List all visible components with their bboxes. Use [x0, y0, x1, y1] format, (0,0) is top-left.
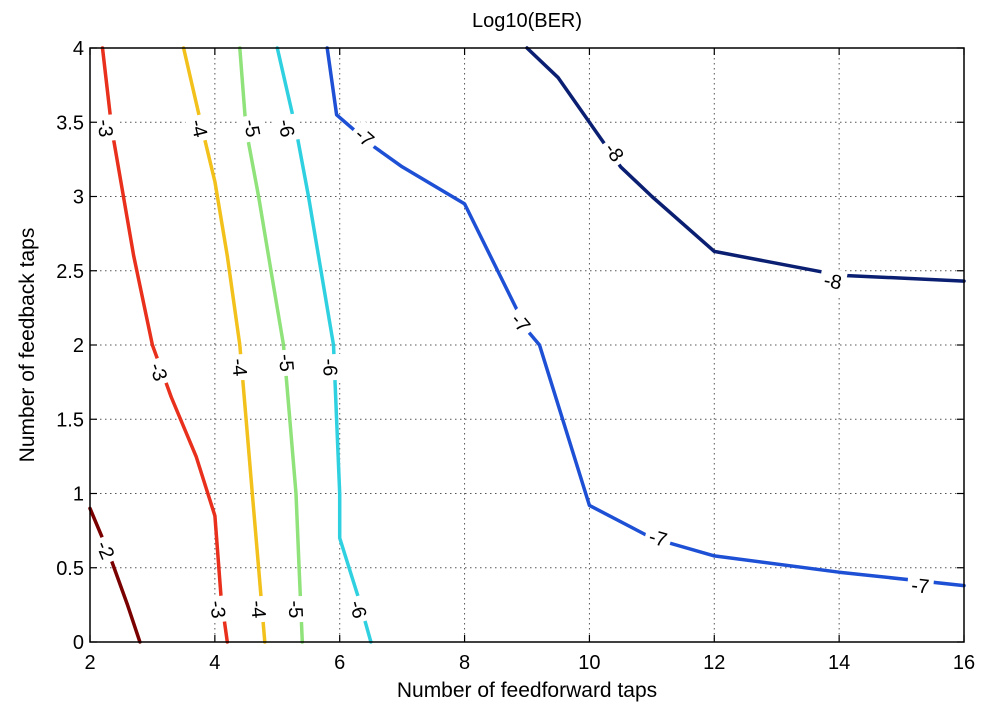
contour-label: -6 — [273, 118, 298, 140]
contour-label-background — [204, 594, 232, 624]
y-tick-label: 0.5 — [56, 558, 84, 580]
contour-label-background — [143, 355, 175, 388]
contour-label: -4 — [227, 358, 250, 378]
x-tick-label: 16 — [953, 652, 975, 674]
contour-label: -3 — [205, 599, 229, 620]
y-axis-ticks: 0 0.5 1 1.5 2 2.5 3 3.5 4 — [56, 38, 964, 654]
x-tick-label: 2 — [84, 652, 95, 674]
contour-label-background — [817, 266, 848, 296]
contour-label-background — [272, 113, 301, 144]
y-tick-label: 3 — [73, 187, 84, 209]
x-tick-label: 14 — [828, 652, 850, 674]
x-tick-label: 10 — [578, 652, 600, 674]
contour-label: -8 — [822, 270, 844, 295]
contour-line-level-minus-7 — [325, 46, 966, 588]
y-tick-label: 0 — [73, 632, 84, 654]
contour-label-background — [642, 522, 674, 554]
x-tick-label: 4 — [209, 652, 220, 674]
x-axis-title: Number of feedforward taps — [397, 679, 657, 702]
contour-label: -3 — [93, 118, 117, 138]
contour-label-background — [317, 353, 343, 381]
contour-lines — [88, 46, 966, 644]
y-tick-label: 1 — [73, 484, 84, 506]
y-tick-label: 1.5 — [56, 409, 84, 431]
contour-label-background — [597, 134, 632, 170]
contour-label-background — [906, 572, 935, 599]
y-axis-title: Number of feedback taps — [16, 228, 39, 463]
x-tick-label: 12 — [703, 652, 725, 674]
contour-label-background — [273, 348, 300, 377]
y-tick-label: 2.5 — [56, 261, 84, 283]
contour-label-background — [184, 112, 215, 144]
y-tick-label: 3.5 — [56, 112, 84, 134]
contour-line-level-minus-2 — [88, 506, 142, 644]
contour-label-background — [347, 119, 383, 155]
contour-label-background — [92, 113, 119, 143]
y-tick-label: 4 — [73, 38, 84, 60]
y-tick-label: 2 — [73, 335, 84, 357]
contour-label: -4 — [186, 117, 212, 139]
contour-label: -5 — [274, 353, 297, 373]
x-tick-label: 8 — [459, 652, 470, 674]
contour-line-level-minus-3 — [100, 46, 230, 644]
x-tick-label: 6 — [334, 652, 345, 674]
contour-line-level-minus-4 — [181, 46, 267, 644]
contour-label-background — [503, 305, 539, 341]
chart-title: Log10(BER) — [472, 10, 582, 32]
contour-label-background — [343, 593, 374, 626]
contour-label: -7 — [910, 575, 930, 599]
contour-line-level-minus-5 — [238, 46, 305, 644]
contour-label: -6 — [344, 598, 370, 621]
contour-labels: -2-3-3-3-4-4-4-5-5-5-6-6-6-7-7-7-7-8-8 — [89, 112, 935, 626]
contour-label-background — [283, 595, 309, 623]
contour-label: -5 — [239, 118, 264, 140]
contour-label-background — [245, 595, 272, 624]
contour-line-level-minus-6 — [275, 46, 373, 644]
contour-label: -7 — [646, 526, 669, 552]
x-axis-ticks: 2 4 6 8 10 12 14 16 — [84, 48, 975, 674]
contour-label-background — [89, 533, 122, 567]
contour-label: -6 — [318, 358, 341, 377]
contour-line-level-minus-8 — [525, 46, 966, 283]
contour-label-background — [226, 353, 253, 382]
grid — [90, 48, 964, 642]
contour-label-background — [238, 113, 267, 144]
contour-label: -5 — [284, 600, 307, 619]
contour-label: -4 — [246, 600, 269, 620]
